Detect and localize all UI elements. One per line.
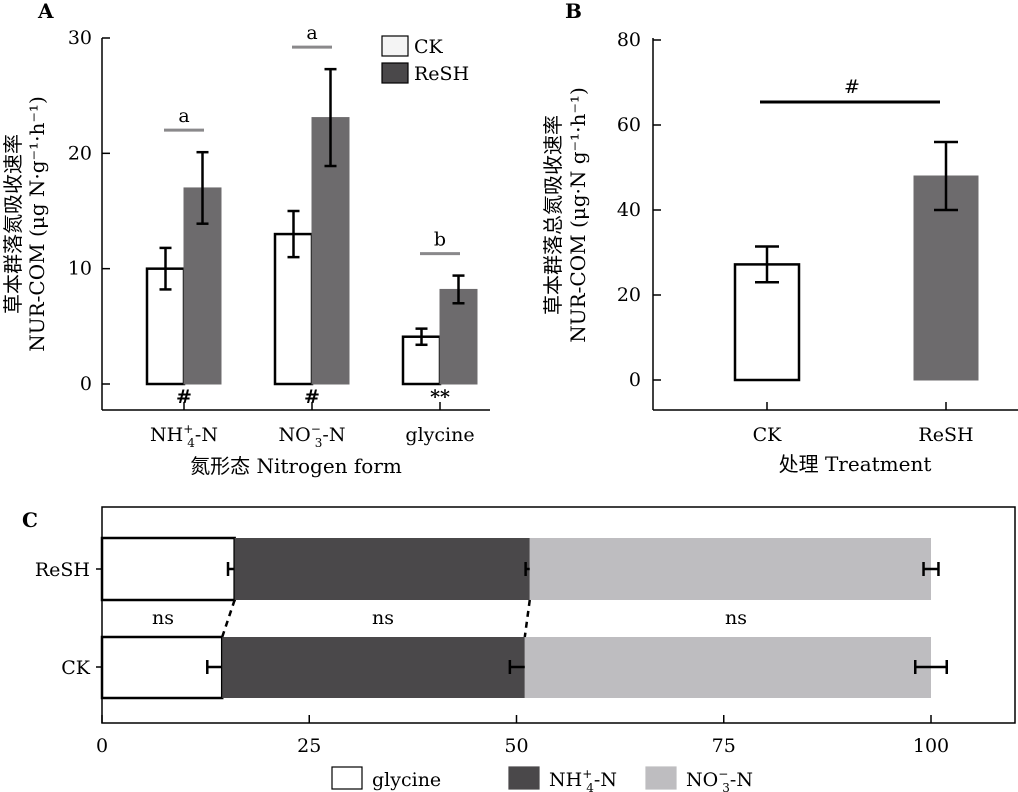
panel-c-connector <box>221 599 236 638</box>
panel-a-y-tick-label: 30 <box>68 27 92 49</box>
panel-a-bottom-mark: # <box>176 386 192 408</box>
panel-a-bar-resh <box>439 288 478 385</box>
panel-b: B 0 20 40 60 80 # CK ReSH 草本群落总氮吸收速率 NUR-COM … <box>541 0 1018 476</box>
panel-a-group-letter: a <box>306 22 317 44</box>
panel-c: C ReSH CK ns ns ns 0 25 50 75 100 glycine NH+ 4-N N… <box>22 506 1016 792</box>
panel-a-x-tick-label: glycine <box>405 424 474 446</box>
panel-c-legend-swatch <box>645 766 677 790</box>
panel-a-bottom-mark: ** <box>430 386 450 408</box>
panel-c-connector <box>523 599 532 638</box>
panel-b-y-tick-label: 20 <box>617 284 641 306</box>
panel-c-ns-label: ns <box>372 607 394 629</box>
panel-c-y-tick-label: CK <box>61 657 91 679</box>
panel-a-bottom-mark: # <box>304 386 320 408</box>
panel-c-legend-swatch <box>508 766 540 790</box>
legend-label-ck: CK <box>414 36 444 58</box>
panel-b-y-tick-label: 40 <box>617 199 641 221</box>
panel-a-group-letter: b <box>434 229 446 251</box>
panel-a-y-title-cn: 草本群落氮吸收速率 <box>1 134 25 314</box>
panel-b-y-tick-label: 0 <box>629 369 641 391</box>
panel-c-x-tick-label: 75 <box>712 735 736 757</box>
panel-a-bar-ck <box>273 232 314 386</box>
panel-c-frame <box>101 506 1016 724</box>
panel-b-significance-mark: # <box>844 76 860 98</box>
panel-a-group-letter: a <box>178 105 189 127</box>
legend-swatch-resh <box>381 62 409 84</box>
panel-c-segment-no3 <box>529 538 931 600</box>
panel-b-x-title: 处理 Treatment <box>779 452 932 476</box>
panel-c-label: C <box>22 508 38 532</box>
panel-b-y-title-cn: 草本群落总氮吸收速率 <box>541 115 565 315</box>
panel-c-segment-glycine <box>100 635 224 700</box>
panel-c-segment-nh4 <box>234 538 530 600</box>
panel-a-y-tick-label: 10 <box>68 258 92 280</box>
panel-b-x-tick-label: CK <box>753 424 783 446</box>
panel-c-ns-label: ns <box>152 607 174 629</box>
panel-b-label: B <box>565 0 582 23</box>
panel-c-legend-label: NH+ 4-N <box>549 767 617 792</box>
panel-c-ns-label: ns <box>725 607 747 629</box>
panel-a: A 0 10 20 30 a # a # b ** NH+ 4-N NO− 3-N glycine 草本… <box>1 0 490 478</box>
panel-c-x-tick-label: 25 <box>297 735 321 757</box>
panel-b-y-tick-label: 60 <box>617 114 641 136</box>
panel-c-legend: glycine NH+ 4-N NO− 3-N <box>331 766 753 792</box>
panel-a-y-title-en: NUR-COM (μg N·g⁻¹·h⁻¹) <box>25 96 49 352</box>
panel-c-x-tick-label: 0 <box>96 735 108 757</box>
panel-b-y-title-en: NUR-COM (μg·N g⁻¹·h⁻¹) <box>566 87 590 343</box>
panel-a-x-title: 氮形态 Nitrogen form <box>190 454 402 478</box>
panel-c-segment-nh4 <box>222 637 525 698</box>
panel-c-segment-glycine <box>100 536 236 602</box>
panel-a-y-tick-label: 0 <box>80 373 92 395</box>
panel-c-segment-no3 <box>524 637 931 698</box>
panel-a-x-tick-label: NO− 3-N <box>279 422 346 450</box>
panel-c-legend-swatch <box>331 766 363 790</box>
legend-swatch-ck <box>381 35 409 57</box>
panel-b-bar-ck <box>733 263 801 382</box>
panel-c-legend-label: glycine <box>372 769 441 791</box>
panel-a-legend: CK ReSH <box>381 35 469 85</box>
panel-c-x-tick-label: 50 <box>504 735 528 757</box>
panel-c-y-tick-label: ReSH <box>35 559 90 581</box>
panel-c-x-tick-label: 100 <box>913 735 949 757</box>
panel-a-y-tick-label: 20 <box>68 142 92 164</box>
panel-c-legend-label: NO− 3-N <box>686 767 753 792</box>
legend-label-resh: ReSH <box>414 63 469 85</box>
panel-b-x-tick-label: ReSH <box>918 424 973 446</box>
panel-b-y-tick-label: 80 <box>617 29 641 51</box>
panel-a-label: A <box>37 0 54 23</box>
panel-a-x-tick-label: NH+ 4-N <box>150 422 218 450</box>
